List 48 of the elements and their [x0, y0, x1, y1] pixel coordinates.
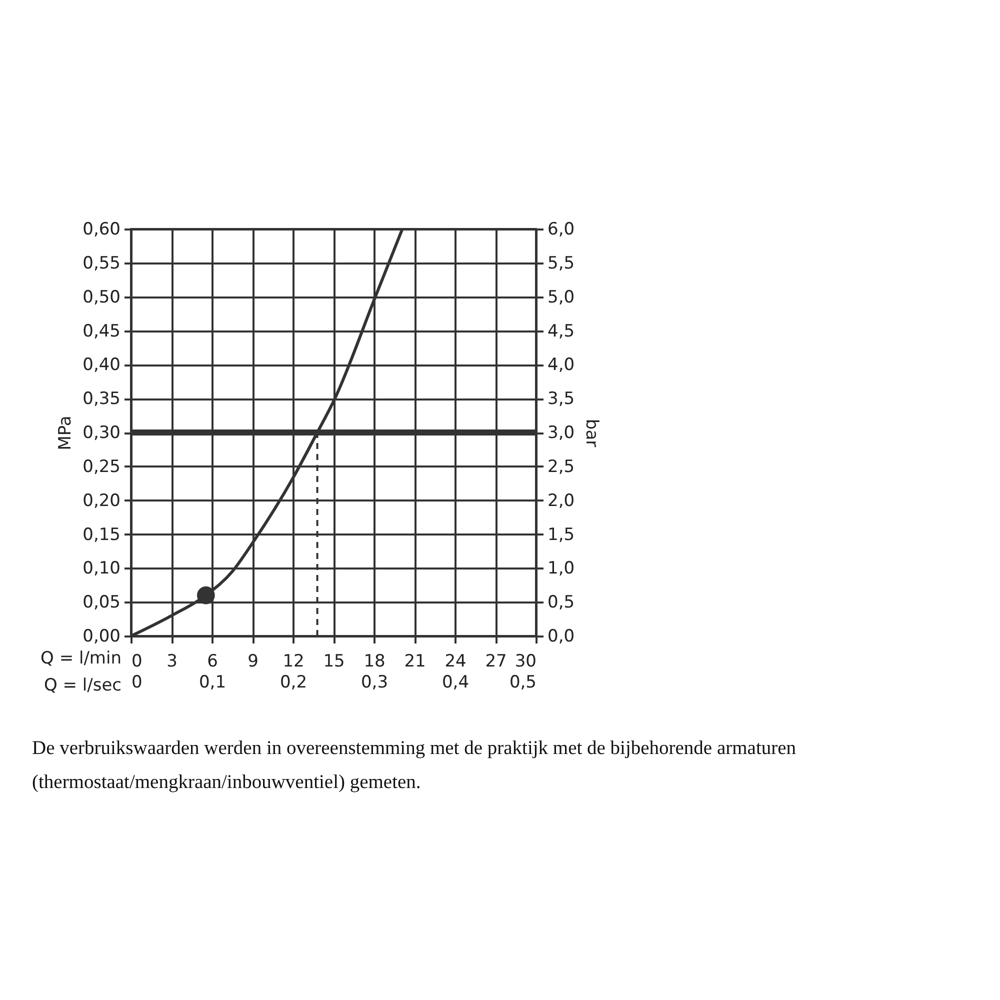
x-axis-title: Q = l/min [40, 648, 122, 668]
x2-tick-label: 0,1 [198, 672, 226, 692]
x-tick-label: 18 [364, 652, 386, 672]
x2-tick-label: 0,4 [442, 672, 470, 692]
y2-tick-label: 2,0 [548, 490, 575, 511]
y2-tick-label: 2,5 [548, 456, 575, 477]
y2-tick-label: 3,0 [548, 423, 575, 443]
x-tick-label: 24 [444, 652, 466, 672]
y2-tick-label: 1,5 [548, 524, 575, 545]
y-tick-label: 0,05 [82, 592, 120, 613]
y-tick-label: 0,20 [82, 490, 120, 511]
x2-tick-label: 0,2 [280, 672, 308, 692]
x-tick-label: 3 [166, 652, 178, 672]
y2-tick-label: 5,0 [548, 287, 575, 308]
y-tick-label: 0,10 [82, 558, 120, 579]
y-tick-label: 0,50 [82, 287, 120, 308]
x-tick-label: 30 [514, 652, 536, 672]
y2-tick-label: 6,0 [548, 220, 575, 240]
y-tick-label: 0,15 [82, 524, 120, 545]
y-tick-label: 0,35 [82, 389, 120, 410]
x2-tick-label: 0,5 [509, 672, 536, 692]
x-tick-label: 12 [282, 652, 304, 672]
x-tick-label: 15 [323, 652, 345, 672]
y-tick-label: 0,25 [82, 456, 120, 477]
y-tick-label: 0,40 [82, 355, 120, 376]
x2-axis-title: Q = l/sec [44, 676, 122, 696]
y2-tick-label: 1,0 [548, 558, 575, 579]
y-tick-label: 0,55 [82, 253, 120, 274]
x-tick-label: 0 [132, 652, 142, 672]
y2-tick-label: 0,0 [548, 626, 575, 646]
x-tick-label: 21 [404, 652, 426, 672]
y2-axis-title: bar [582, 418, 602, 448]
y2-tick-label: 3,5 [548, 389, 575, 410]
y2-tick-label: 0,5 [548, 592, 575, 613]
y-tick-label: 0,60 [82, 220, 120, 240]
y2-tick-label: 4,0 [548, 355, 575, 376]
y2-tick-label: 4,5 [548, 321, 575, 342]
y-tick-label: 0,45 [82, 321, 120, 342]
y-tick-label: 0,00 [82, 626, 120, 646]
x2-tick-label: 0 [132, 672, 142, 692]
y-tick-label: 0,30 [82, 423, 120, 443]
x-tick-label: 27 [485, 652, 507, 672]
x-tick-label: 9 [248, 652, 258, 672]
y2-tick-label: 5,5 [548, 253, 575, 274]
y-axis-title: MPa [56, 416, 76, 450]
x2-tick-label: 0,3 [360, 672, 388, 692]
x-tick-label: 6 [207, 652, 218, 672]
text: De verbruikswaarden werden in overeenstemming met de praktijk met de bijbehorende armaturen (thermostaat/mengkraan/inbouwventiel) gemeten. [32, 737, 798, 795]
